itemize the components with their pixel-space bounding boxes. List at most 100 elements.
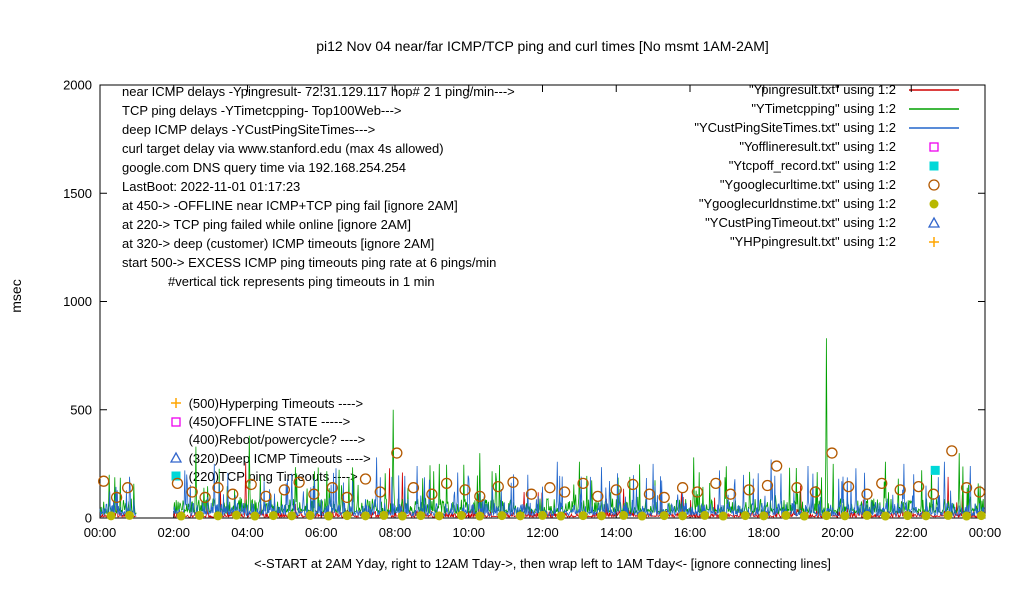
data-point-Ygooglecurldnstime — [287, 511, 297, 521]
legend-marker-glyph — [928, 178, 940, 191]
data-point-Ygooglecurldnstime — [556, 511, 566, 521]
data-point-Ygooglecurltime — [592, 490, 604, 503]
data-point-Ygooglecurltime — [761, 479, 774, 492]
data-point-Ygooglecurltime — [122, 482, 134, 494]
x-tick-label: 00:00 — [84, 525, 117, 540]
legend-item: "Ygooglecurldnstime.txt" using 1:2 — [694, 194, 963, 213]
data-point-Ygooglecurltime — [525, 488, 538, 500]
x-tick-label: 20:00 — [821, 525, 854, 540]
plus-icon — [170, 398, 181, 409]
chart-title: pi12 Nov 04 near/far ICMP/TCP ping and c… — [316, 38, 769, 54]
data-point-Ygooglecurltime — [341, 491, 353, 504]
legend-label: "YCustPingSiteTimes.txt" using 1:2 — [694, 120, 896, 135]
data-point-Ytcpoff_record — [930, 465, 940, 475]
data-point-Ygooglecurldnstime — [515, 511, 525, 521]
data-point-Ygooglecurldnstime — [700, 510, 710, 520]
data-point-Ygooglecurltime — [374, 486, 386, 498]
x-tick-label: 06:00 — [305, 525, 338, 540]
marker-annotation: (320)Deep ICMP Timeouts ----> — [167, 450, 371, 466]
data-point-Ygooglecurldnstime — [397, 511, 407, 521]
data-point-Ygooglecurldnstime — [821, 511, 831, 521]
marker-annotation-label: (220)TCP ping Timeouts ----> — [188, 468, 358, 484]
filled-square-glyph — [171, 471, 181, 481]
legend-marker-glyph — [929, 141, 939, 152]
legend-item: "Ygooglecurltime.txt" using 1:2 — [694, 175, 963, 194]
x-tick-label: 14:00 — [600, 525, 633, 540]
x-tick-label: 18:00 — [747, 525, 780, 540]
data-point-Ygooglecurltime — [960, 482, 973, 494]
legend-item: "YTimetcpping" using 1:2 — [694, 99, 963, 118]
legend-item: "Yofflineresult.txt" using 1:2 — [694, 137, 963, 156]
y-tick-label: 2000 — [63, 78, 92, 93]
y-tick-label: 1500 — [63, 186, 92, 201]
data-point-Ygooglecurldnstime — [976, 511, 986, 521]
marker-annotation: (400)Reboot/powercycle? ----> — [167, 432, 366, 448]
y-axis-label: msec — [8, 279, 24, 313]
data-point-Ygooglecurltime — [876, 477, 888, 490]
open-square-icon — [170, 417, 181, 427]
x-tick-label: 00:00 — [969, 525, 1002, 540]
legend-marker-glyph — [929, 161, 939, 170]
data-point-Ygooglecurltime — [973, 486, 986, 498]
data-point-Ygooglecurldnstime — [231, 510, 241, 520]
data-point-Ygooglecurldnstime — [921, 511, 931, 521]
legend-item: "YCustPingSiteTimes.txt" using 1:2 — [694, 118, 963, 137]
data-point-Ygooglecurltime — [426, 488, 438, 500]
marker-annotation: (500)Hyperping Timeouts ----> — [167, 395, 363, 411]
data-point-Ygooglecurltime — [643, 488, 656, 500]
data-point-Ygooglecurldnstime — [962, 511, 972, 521]
data-point-Ygooglecurltime — [691, 486, 704, 498]
legend: "Ypingresult.txt" using 1:2 "YTimetcpping… — [694, 80, 963, 251]
data-point-Ygooglecurltime — [278, 484, 291, 496]
data-point-Ygooglecurldnstime — [597, 511, 606, 521]
data-point-Ygooglecurltime — [440, 477, 453, 490]
annotation-line: at 220-> TCP ping failed while online [i… — [122, 217, 411, 232]
data-point-Ygooglecurltime — [260, 490, 272, 503]
annotation-line: at 450-> -OFFLINE near ICMP+TCP ping fai… — [122, 198, 458, 213]
data-point-Ygooglecurltime — [492, 480, 504, 493]
x-tick-label: 16:00 — [674, 525, 707, 540]
data-point-Ygooglecurltime — [227, 488, 239, 500]
data-point-Ygooglecurldnstime — [840, 511, 850, 521]
annotation-line: google.com DNS query time via 192.168.25… — [122, 160, 407, 175]
data-point-Ygooglecurltime — [98, 475, 110, 487]
data-point-Ygooglecurltime — [110, 491, 123, 504]
data-point-Ygooglecurltime — [743, 484, 755, 496]
data-point-Ygooglecurldnstime — [740, 511, 750, 521]
data-point-Ygooglecurltime — [710, 477, 722, 490]
data-point-Ygooglecurltime — [359, 473, 372, 485]
marker-annotation-label: (500)Hyperping Timeouts ----> — [188, 395, 364, 411]
data-point-Ygooglecurldnstime — [379, 510, 389, 520]
y-tick-label: 500 — [70, 402, 92, 417]
data-point-Ygooglecurldnstime — [305, 510, 315, 520]
data-point-Ygooglecurldnstime — [434, 511, 444, 521]
annotation-line: deep ICMP delays -YCustPingSiteTimes---> — [122, 122, 376, 137]
data-point-Ygooglecurltime — [791, 482, 803, 494]
data-point-Ygooglecurltime — [459, 484, 471, 496]
legend-marker — [909, 107, 959, 110]
annotation-line: curl target delay via www.stanford.edu (… — [122, 141, 444, 156]
data-point-Ygooglecurldnstime — [324, 511, 334, 521]
data-point-Ygooglecurltime — [186, 486, 198, 498]
data-point-Ygooglecurldnstime — [195, 510, 205, 520]
legend-label: "YHPpingresult.txt" using 1:2 — [729, 234, 896, 249]
marker-annotation: (220)TCP ping Timeouts ----> — [167, 468, 358, 484]
data-point-Ygooglecurldnstime — [678, 511, 688, 521]
legend-marker — [929, 141, 939, 152]
marker-annotation: (450)OFFLINE STATE -----> — [167, 414, 350, 430]
legend-marker — [909, 88, 959, 91]
x-tick-label: 02:00 — [157, 525, 190, 540]
legend-marker-glyph — [927, 216, 941, 228]
data-point-Ygooglecurldnstime — [759, 511, 769, 521]
annotation-line: near ICMP delays -Ypingresult- 72.31.129… — [122, 84, 515, 99]
data-point-Ygooglecurltime — [946, 445, 958, 457]
data-point-Ygooglecurldnstime — [903, 511, 913, 521]
data-point-Ygooglecurldnstime — [213, 511, 223, 521]
data-point-Ygooglecurltime — [474, 490, 486, 503]
legend-marker — [928, 178, 940, 191]
legend-marker — [927, 216, 941, 228]
data-point-Ygooglecurldnstime — [342, 511, 352, 521]
data-point-Ygooglecurldnstime — [862, 510, 872, 520]
data-point-Ygooglecurltime — [577, 477, 589, 490]
